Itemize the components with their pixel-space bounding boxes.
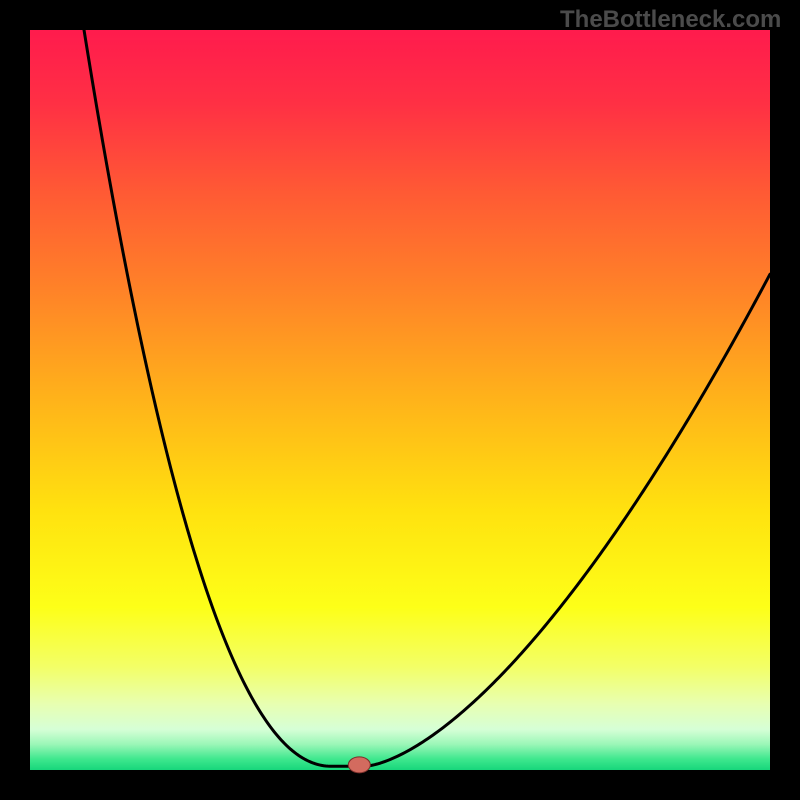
watermark-text: TheBottleneck.com bbox=[560, 6, 781, 34]
plot-background bbox=[30, 30, 770, 770]
bottleneck-chart bbox=[0, 0, 800, 800]
result-marker bbox=[348, 757, 370, 773]
